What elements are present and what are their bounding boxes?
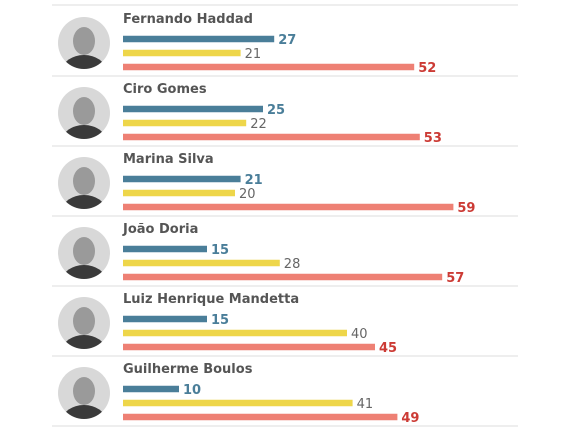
value-label-marina-silva-series-3: 59 xyxy=(457,201,475,216)
candidate-name-ciro-gomes: Ciro Gomes xyxy=(123,82,207,97)
value-label-marina-silva-series-2: 20 xyxy=(239,187,256,202)
bar-luiz-henrique-mandetta-series-1 xyxy=(123,315,207,323)
bar-ciro-gomes-series-3 xyxy=(123,133,420,141)
value-label-ciro-gomes-series-1: 25 xyxy=(267,103,285,118)
bar-ciro-gomes-series-2 xyxy=(123,119,247,127)
value-label-luiz-henrique-mandetta-series-1: 15 xyxy=(211,313,229,328)
value-label-guilherme-boulos-series-1: 10 xyxy=(183,383,201,398)
value-label-marina-silva-series-1: 21 xyxy=(245,173,263,188)
value-label-fernando-haddad-series-2: 21 xyxy=(245,47,262,62)
portrait-silhouette-icon xyxy=(62,307,106,349)
portrait-silhouette-icon xyxy=(62,237,106,279)
bar-joao-doria-series-2 xyxy=(123,259,280,267)
value-label-luiz-henrique-mandetta-series-2: 40 xyxy=(351,327,368,342)
bar-marina-silva-series-2 xyxy=(123,189,235,197)
bar-guilherme-boulos-series-1 xyxy=(123,385,179,393)
bar-joao-doria-series-1 xyxy=(123,245,207,253)
value-label-guilherme-boulos-series-3: 49 xyxy=(401,411,419,426)
value-label-ciro-gomes-series-3: 53 xyxy=(424,131,442,146)
bar-luiz-henrique-mandetta-series-3 xyxy=(123,343,375,351)
value-label-joao-doria-series-2: 28 xyxy=(284,257,301,272)
bar-marina-silva-series-1 xyxy=(123,175,241,183)
portrait-silhouette-icon xyxy=(62,167,106,209)
portrait-silhouette-icon xyxy=(62,27,106,69)
bar-fernando-haddad-series-2 xyxy=(123,49,241,57)
candidate-name-fernando-haddad: Fernando Haddad xyxy=(123,12,253,27)
portrait-silhouette-icon xyxy=(62,377,106,419)
value-label-luiz-henrique-mandetta-series-3: 45 xyxy=(379,341,397,356)
bar-joao-doria-series-3 xyxy=(123,273,443,281)
bar-guilherme-boulos-series-2 xyxy=(123,399,353,407)
bar-fernando-haddad-series-3 xyxy=(123,63,415,71)
value-label-joao-doria-series-1: 15 xyxy=(211,243,229,258)
portrait-silhouette-icon xyxy=(62,97,106,139)
candidate-name-joao-doria: João Doria xyxy=(122,222,198,237)
bar-marina-silva-series-3 xyxy=(123,203,454,211)
value-label-ciro-gomes-series-2: 22 xyxy=(250,117,267,132)
value-label-fernando-haddad-series-3: 52 xyxy=(418,61,436,76)
candidate-name-guilherme-boulos: Guilherme Boulos xyxy=(123,362,253,377)
bar-ciro-gomes-series-1 xyxy=(123,105,263,113)
value-label-guilherme-boulos-series-2: 41 xyxy=(357,397,374,412)
value-label-fernando-haddad-series-1: 27 xyxy=(278,33,296,48)
bar-guilherme-boulos-series-3 xyxy=(123,413,398,421)
bar-fernando-haddad-series-1 xyxy=(123,35,275,43)
candidate-name-marina-silva: Marina Silva xyxy=(123,152,214,167)
candidate-name-luiz-henrique-mandetta: Luiz Henrique Mandetta xyxy=(123,292,299,307)
value-label-joao-doria-series-3: 57 xyxy=(446,271,464,286)
bar-luiz-henrique-mandetta-series-2 xyxy=(123,329,347,337)
